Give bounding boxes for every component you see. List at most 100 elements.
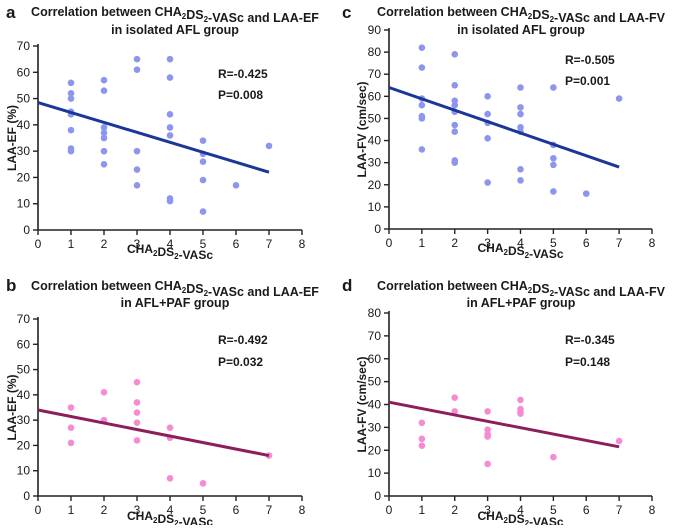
y-tick-label: 50 bbox=[368, 375, 382, 389]
data-point bbox=[484, 110, 491, 118]
x-tick-label: 7 bbox=[266, 237, 273, 251]
y-tick-label: 60 bbox=[368, 89, 382, 103]
x-tick-label: 8 bbox=[649, 236, 656, 250]
data-point bbox=[100, 147, 108, 155]
regression-line bbox=[37, 408, 270, 458]
y-tick-label: 10 bbox=[17, 197, 31, 211]
x-tick-label: 8 bbox=[299, 503, 306, 517]
y-tick-label: 50 bbox=[17, 363, 31, 377]
x-tick-label: 0 bbox=[386, 503, 393, 517]
y-tick-label: 70 bbox=[17, 39, 31, 53]
p-value-label: P=0.008 bbox=[218, 88, 263, 102]
data-point bbox=[418, 115, 426, 122]
x-tick-label: 4 bbox=[517, 236, 524, 250]
y-tick-label: 70 bbox=[368, 329, 382, 343]
data-point bbox=[199, 137, 207, 144]
x-tick-label: 6 bbox=[583, 503, 590, 517]
x-tick-label: 1 bbox=[419, 236, 426, 250]
data-point bbox=[418, 101, 426, 109]
chart-title-line1: Correlation between CHA2DS2-VASc and LAA… bbox=[31, 279, 319, 299]
x-tick-label: 5 bbox=[550, 503, 557, 517]
y-tick-label: 30 bbox=[368, 156, 382, 170]
data-point bbox=[550, 84, 557, 91]
data-point bbox=[517, 410, 524, 417]
data-point bbox=[133, 409, 141, 416]
data-point bbox=[451, 159, 459, 166]
data-point bbox=[232, 182, 240, 189]
data-point bbox=[133, 399, 141, 406]
x-axis-label: CHA2DS2-VASc bbox=[477, 241, 563, 261]
data-point bbox=[67, 147, 75, 155]
y-tick-label: 0 bbox=[374, 222, 381, 236]
data-point bbox=[67, 126, 75, 134]
y-tick-label: 70 bbox=[17, 312, 31, 326]
y-tick-label: 20 bbox=[17, 438, 31, 452]
data-point bbox=[166, 111, 174, 118]
data-point bbox=[133, 55, 141, 63]
data-point bbox=[199, 158, 207, 165]
y-tick-label: 80 bbox=[368, 45, 382, 59]
data-point bbox=[166, 124, 174, 131]
x-tick-label: 3 bbox=[134, 503, 141, 517]
data-point bbox=[418, 44, 426, 51]
data-point bbox=[418, 435, 426, 443]
chart-title-line2: in AFL+PAF group bbox=[121, 296, 230, 310]
data-point bbox=[451, 408, 459, 415]
data-point bbox=[67, 95, 75, 102]
panel-a: a Correlation between CHA2DS2-VASc and LA… bbox=[5, 3, 319, 262]
p-value-label: P=0.148 bbox=[565, 355, 610, 369]
x-tick-label: 3 bbox=[484, 236, 491, 250]
x-tick-label: 7 bbox=[266, 503, 273, 517]
data-point bbox=[517, 177, 524, 184]
data-point bbox=[418, 146, 426, 153]
y-tick-label: 50 bbox=[368, 111, 382, 125]
data-point bbox=[100, 389, 108, 396]
data-point bbox=[615, 95, 623, 102]
data-point bbox=[451, 121, 459, 129]
x-tick-label: 0 bbox=[35, 237, 42, 251]
data-point bbox=[517, 104, 524, 111]
y-axis-label: LAA-FV (cm/sec) bbox=[355, 356, 369, 452]
x-tick-label: 0 bbox=[35, 503, 42, 517]
panel-c: c Correlation between CHA2DS2-VASc and LA… bbox=[342, 3, 666, 261]
x-tick-label: 5 bbox=[200, 237, 207, 251]
data-point bbox=[550, 453, 557, 461]
y-tick-label: 20 bbox=[368, 443, 382, 457]
data-point bbox=[166, 74, 174, 81]
data-point bbox=[133, 147, 141, 155]
data-point bbox=[199, 480, 207, 487]
x-tick-label: 6 bbox=[583, 236, 590, 250]
x-tick-label: 2 bbox=[451, 236, 458, 250]
data-point bbox=[166, 132, 174, 139]
x-tick-label: 4 bbox=[167, 503, 174, 517]
r-value-label: R=-0.425 bbox=[218, 67, 268, 81]
panel-letter: b bbox=[6, 276, 16, 295]
x-tick-label: 3 bbox=[134, 237, 141, 251]
p-value-label: P=0.001 bbox=[565, 74, 610, 88]
y-tick-label: 20 bbox=[17, 170, 31, 184]
x-axis-label: CHA2DS2-VASc bbox=[477, 509, 563, 525]
x-tick-label: 6 bbox=[233, 503, 240, 517]
data-point bbox=[517, 166, 524, 173]
chart-title-line2: in isolated AFL group bbox=[111, 23, 239, 37]
y-tick-label: 0 bbox=[23, 223, 30, 237]
y-tick-label: 10 bbox=[368, 466, 382, 480]
data-point bbox=[67, 79, 75, 87]
x-tick-label: 5 bbox=[200, 503, 207, 517]
chart-title-line2: in AFL+PAF group bbox=[467, 296, 576, 310]
x-tick-label: 2 bbox=[101, 503, 108, 517]
data-point bbox=[133, 419, 141, 426]
data-point bbox=[484, 433, 491, 440]
y-tick-label: 40 bbox=[368, 134, 382, 148]
data-point bbox=[451, 394, 459, 401]
data-point bbox=[133, 437, 141, 444]
y-tick-label: 20 bbox=[368, 178, 382, 192]
y-axis-label: LAA-EF (%) bbox=[5, 105, 19, 171]
y-tick-label: 80 bbox=[368, 306, 382, 320]
data-point bbox=[484, 460, 491, 468]
data-point bbox=[418, 442, 426, 449]
data-point bbox=[67, 439, 75, 447]
x-tick-label: 1 bbox=[68, 503, 75, 517]
data-point bbox=[517, 396, 524, 404]
data-point bbox=[67, 424, 75, 432]
